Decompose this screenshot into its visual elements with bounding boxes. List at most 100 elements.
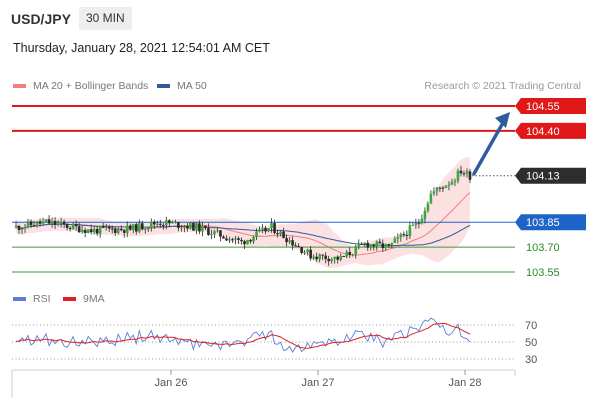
ma50-swatch <box>157 84 170 88</box>
candle-body <box>225 238 228 241</box>
level-label-104.55: 104.55 <box>526 101 560 113</box>
legend-9ma: 9MA <box>63 293 105 305</box>
candle-body <box>327 258 330 262</box>
candle-body <box>198 223 201 232</box>
candle-body <box>125 225 129 233</box>
candle-body <box>441 187 445 189</box>
ma9-label: 9MA <box>83 293 105 305</box>
candle-body <box>363 242 367 244</box>
candle-body <box>243 241 246 245</box>
candle-body <box>345 251 349 257</box>
candle-body <box>258 229 261 232</box>
candle-body <box>453 180 457 183</box>
level-tag-104.55: 104.55 <box>515 98 586 114</box>
candle-body <box>432 191 436 194</box>
candle-body <box>41 221 45 224</box>
candle-body <box>456 170 460 181</box>
ma50-line <box>15 223 471 247</box>
candle-body <box>210 234 213 236</box>
candle-body <box>399 234 403 238</box>
current-price-label: 104.13 <box>526 171 560 183</box>
legend-ma50: MA 50 <box>157 80 207 92</box>
candle-body <box>89 229 93 233</box>
rsi-tick-label: 70 <box>525 320 537 332</box>
candle-body <box>189 222 192 229</box>
candle-body <box>44 219 48 222</box>
candle-body <box>420 219 424 224</box>
candle-body <box>162 224 165 226</box>
copyright-text: Research © 2021 Trading Central <box>424 80 581 92</box>
candle-body <box>270 223 273 229</box>
candle-body <box>168 220 171 224</box>
legend-rsi: RSI <box>13 293 51 305</box>
candle-body <box>339 256 343 260</box>
candle-body <box>369 244 373 248</box>
candle-body <box>426 203 430 211</box>
timeframe-badge[interactable]: 30 MIN <box>79 7 132 30</box>
candle-body <box>306 249 309 253</box>
candle-body <box>228 239 231 241</box>
candle-body <box>95 228 99 234</box>
candle-body <box>62 221 66 225</box>
candle-body <box>186 226 189 229</box>
level-tag-103.85: 103.85 <box>515 214 586 231</box>
candle-body <box>156 223 159 225</box>
candle-body <box>429 193 433 204</box>
candle-body <box>240 239 243 242</box>
candle-body <box>59 221 63 224</box>
current-price-tag <box>515 167 586 184</box>
candle-body <box>264 227 267 232</box>
candle-body <box>146 227 150 229</box>
candle-body <box>98 226 102 234</box>
level-tag-bg <box>515 214 586 231</box>
level-label-103.85: 103.85 <box>526 217 560 229</box>
candle-body <box>387 244 391 246</box>
candle-body <box>267 228 270 232</box>
candle-body <box>207 228 210 235</box>
candle-body <box>119 228 123 231</box>
candle-body <box>282 231 285 239</box>
candle-body <box>83 230 87 233</box>
candle-body <box>122 230 126 233</box>
chart-header: USD/JPY 30 MIN <box>0 0 590 36</box>
candle-body <box>288 240 291 243</box>
candle-body <box>402 234 406 236</box>
candle-body <box>324 255 327 259</box>
candle-body <box>408 225 412 237</box>
candle-body <box>336 256 340 260</box>
candle-body <box>234 238 237 240</box>
candle-body <box>23 227 27 229</box>
candle-body <box>417 222 421 224</box>
candle-body <box>183 226 186 228</box>
candle-body <box>348 251 352 256</box>
candle-body <box>222 236 225 239</box>
candle-body <box>32 225 36 227</box>
rsi-line <box>15 317 471 354</box>
candle-body <box>468 171 472 180</box>
candle-body <box>53 220 57 225</box>
candle-body <box>393 238 397 243</box>
candle-body <box>65 224 69 228</box>
candle-body <box>14 225 18 228</box>
candle-body <box>153 221 156 225</box>
candle-body <box>384 244 388 249</box>
candle-body <box>405 234 409 237</box>
candle-body <box>333 256 337 259</box>
candle-body <box>86 229 90 233</box>
candle-body <box>35 221 39 227</box>
candle-body <box>447 184 451 186</box>
candle-body <box>165 220 168 226</box>
candle-body <box>351 254 355 256</box>
candle-body <box>134 224 138 232</box>
candle-body <box>342 256 346 258</box>
candle-body <box>137 223 141 232</box>
time-tick-label: Jan 28 <box>448 377 481 389</box>
candle-body <box>303 252 306 254</box>
candle-body <box>462 173 466 175</box>
candle-body <box>291 240 294 246</box>
candle-body <box>246 239 249 245</box>
candle-body <box>20 228 24 230</box>
candle-body <box>465 171 469 174</box>
candle-body <box>255 231 258 237</box>
candle-body <box>71 223 75 229</box>
